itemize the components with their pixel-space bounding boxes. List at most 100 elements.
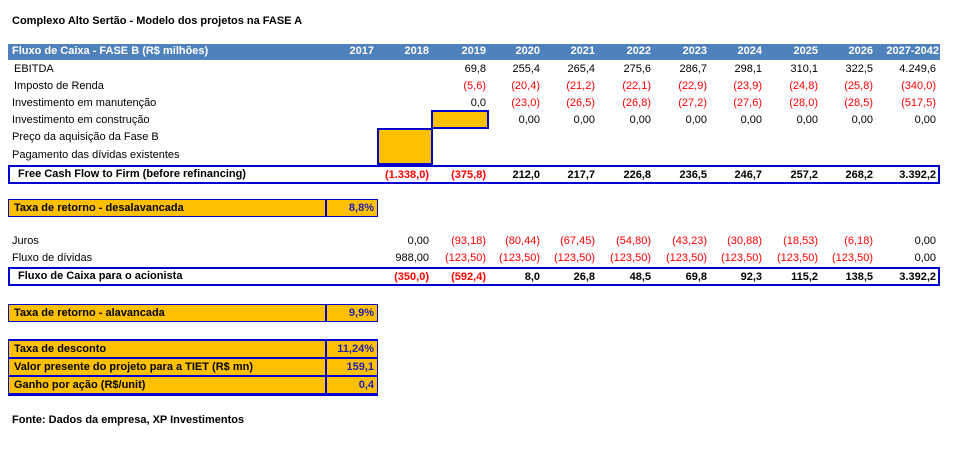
cell-manutencao-2019: 0,0 [470,97,486,109]
cell-construcao-2023: 0,00 [685,114,707,126]
row-pagamento-dividas: Pagamento das dívidas existentes (988,0) [8,148,940,165]
cell-juros-2024: (30,88) [727,235,762,247]
year-header-2020: 2020 [515,45,540,57]
cell-fcff-2025: 257,2 [790,169,818,181]
summary-ganho-acao: Ganho por ação (R$/unit) 0,4 [8,376,378,394]
row-label: Investimento em construção [12,114,150,126]
cell-juros-2023: (43,23) [672,235,707,247]
year-header-2019: 2019 [461,45,486,57]
cell-fluxo_dividas-2021: (123,50) [554,252,595,264]
cell-fcff-2018: (1.338,0) [384,169,429,181]
row-preco-aquisicao: Preço da aquisição da Fase B (350,0) [8,130,940,147]
row-fluxo-dividas: Fluxo de dívidas 988,00 (123,50) (123,50) (… [8,251,940,268]
cell-manutencao-2023: (27,2) [678,97,707,109]
cell-fluxo_dividas-2023: (123,50) [666,252,707,264]
summary-label: Taxa de retorno - desalavancada [8,199,326,217]
cell-manutencao-2027-2042: (517,5) [901,97,936,109]
row-label: Free Cash Flow to Firm (before refinanci… [18,168,246,180]
year-header-2027-2042: 2027-2042 [886,45,939,57]
cell-imposto-2022: (22,1) [622,80,651,92]
cell-ebitda-2026: 322,5 [845,63,873,75]
cell-imposto-2020: (20,4) [511,80,540,92]
cell-imposto-2024: (23,9) [733,80,762,92]
cell-manutencao-2025: (28,0) [789,97,818,109]
cell-juros-2027-2042: 0,00 [914,235,936,247]
cell-ebitda-2025: 310,1 [790,63,818,75]
year-header-2026: 2026 [848,45,873,57]
cell-imposto-2023: (22,9) [678,80,707,92]
row-fluxo-acionista: Fluxo de Caixa para o acionista (350,0) (… [8,267,940,286]
cell-fluxo_acionista-2026: 138,5 [845,271,873,283]
cell-ebitda-2024: 298,1 [734,63,762,75]
cell-manutencao-2020: (23,0) [511,97,540,109]
summary-taxa-desconto: Taxa de desconto 11,24% [8,340,378,358]
year-header-2023: 2023 [682,45,707,57]
cell-juros-2026: (6,18) [844,235,873,247]
row-label: Fluxo de Caixa para o acionista [18,270,183,282]
row-label: Juros [12,235,39,247]
cell-construcao-2025: 0,00 [796,114,818,126]
year-header-2018: 2018 [404,45,429,57]
row-label: EBITDA [14,63,54,75]
summary-label: Taxa de retorno - alavancada [8,304,326,322]
cell-fcff-2020: 212,0 [512,169,540,181]
cell-imposto-2025: (24,8) [789,80,818,92]
cell-fluxo_acionista-2022: 48,5 [629,271,651,283]
cell-fcff-2022: 226,8 [623,169,651,181]
cell-fluxo_acionista-2018: (350,0) [394,271,429,283]
cell-fcff-2026: 268,2 [845,169,873,181]
cell-fluxo_acionista-2020: 8,0 [524,271,540,283]
row-label: Investimento em manutenção [12,97,157,109]
cell-ebitda-2019: 69,8 [464,63,486,75]
cell-fcff-2027-2042: 3.392,2 [899,169,936,181]
cell-fluxo_dividas-2019: (123,50) [445,252,486,264]
cell-imposto-2021: (21,2) [566,80,595,92]
row-investimento-manutencao: Investimento em manutenção 0,0 (23,0) (26,… [8,96,940,113]
cell-construcao-2022: 0,00 [629,114,651,126]
summary-label: Taxa de desconto [8,340,326,358]
year-header-2021: 2021 [570,45,595,57]
cell-construcao-2021: 0,00 [573,114,595,126]
cell-ebitda-2022: 275,6 [623,63,651,75]
page-title: Complexo Alto Sertão - Modelo dos projet… [12,15,303,27]
summary-label: Ganho por ação (R$/unit) [8,376,326,394]
cell-juros-2019: (93,18) [451,235,486,247]
row-fcff: Free Cash Flow to Firm (before refinanci… [8,165,940,184]
cell-juros-2020: (80,44) [505,235,540,247]
cell-manutencao-2022: (26,8) [622,97,651,109]
highlight-aquisicao-2018 [377,128,433,165]
summary-value: 11,24% [326,340,378,358]
row-juros: Juros 0,00 (93,18) (80,44) (67,45) (54,80) (4… [8,234,940,251]
row-investimento-construcao: Investimento em construção (440,0)0,000,… [8,113,940,130]
cell-fluxo_dividas-2025: (123,50) [777,252,818,264]
summary-value: 0,4 [326,376,378,394]
cell-fluxo_dividas-2024: (123,50) [721,252,762,264]
summary-taxa-alavancada: Taxa de retorno - alavancada 9,9% [8,304,378,322]
cell-ebitda-2023: 286,7 [679,63,707,75]
summary-taxa-desalavancada: Taxa de retorno - desalavancada 8,8% [8,199,378,217]
cell-fcff-2021: 217,7 [567,169,595,181]
cell-juros-2021: (67,45) [560,235,595,247]
row-label: Preço da aquisição da Fase B [12,131,159,143]
cell-fluxo_dividas-2027-2042: 0,00 [914,252,936,264]
cell-construcao-2027-2042: 0,00 [914,114,936,126]
cell-fluxo_acionista-2019: (592,4) [451,271,486,283]
cell-construcao-2024: 0,00 [740,114,762,126]
highlight-construcao-2019 [431,110,489,129]
cell-fluxo_acionista-2023: 69,8 [685,271,707,283]
cell-fluxo_dividas-2020: (123,50) [499,252,540,264]
cell-manutencao-2026: (28,5) [844,97,873,109]
cell-juros-2025: (18,53) [783,235,818,247]
year-header-2024: 2024 [737,45,762,57]
cell-ebitda-2027-2042: 4.249,6 [899,63,936,75]
row-label: Pagamento das dívidas existentes [12,149,180,161]
cell-construcao-2020: 0,00 [518,114,540,126]
row-label: Imposto de Renda [14,80,104,92]
year-header-2017: 2017 [349,45,374,57]
cell-fluxo_acionista-2025: 115,2 [791,271,818,283]
cell-fluxo_acionista-2021: 26,8 [573,271,595,283]
cell-fluxo_dividas-2026: (123,50) [832,252,873,264]
cell-fluxo_dividas-2018: 988,00 [395,252,429,264]
row-imposto-de-renda: Imposto de Renda (5,6) (20,4) (21,2) (22,1)… [8,79,940,96]
source-note: Fonte: Dados da empresa, XP Investimento… [12,414,245,426]
